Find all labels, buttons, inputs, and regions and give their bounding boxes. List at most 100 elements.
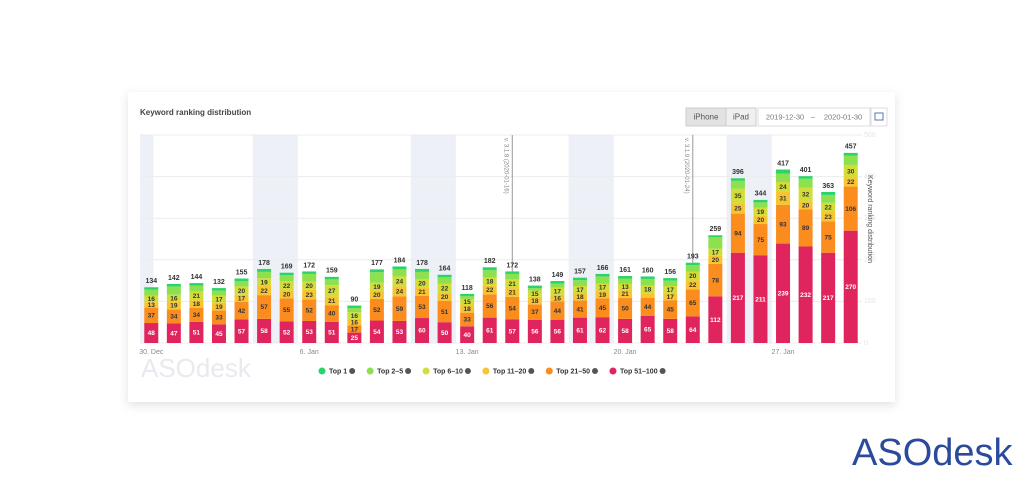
total-label: 144	[191, 274, 203, 281]
segment-label: 112	[710, 317, 721, 324]
segment-label: 25	[351, 335, 359, 342]
bar-segment	[595, 283, 610, 291]
bar-segment	[369, 282, 384, 291]
bar-segment	[821, 221, 836, 253]
segment-label: 47	[170, 330, 178, 337]
total-label: 149	[552, 272, 564, 279]
bar-segment	[753, 199, 768, 203]
bar-segment	[572, 280, 587, 287]
segment-label: 32	[802, 192, 810, 199]
segment-label: 23	[825, 214, 833, 221]
bar-segment	[550, 294, 565, 302]
bar-segment	[663, 280, 678, 287]
legend-marker	[545, 367, 553, 375]
segment-label: 18	[193, 301, 201, 308]
x-tick-label: 27. Jan	[772, 349, 795, 356]
segment-label: 44	[554, 308, 562, 315]
bar-segment	[189, 307, 204, 322]
bar-segment	[708, 237, 723, 249]
bar-segment	[257, 268, 272, 272]
bar-segment	[685, 271, 700, 281]
device-button-label[interactable]: iPad	[733, 113, 749, 122]
segment-label: 18	[531, 298, 539, 305]
bar-segment	[776, 182, 791, 192]
bar-segment	[572, 300, 587, 318]
bar-segment	[618, 289, 633, 299]
bar-segment	[392, 266, 407, 270]
segment-label: 20	[418, 280, 426, 287]
y-tick-label: 200	[864, 257, 876, 264]
device-button-label[interactable]: iPhone	[694, 113, 719, 122]
segment-label: 16	[351, 313, 359, 320]
bar-segment	[415, 271, 430, 279]
bar-segment	[685, 280, 700, 290]
segment-label: 22	[283, 283, 291, 290]
segment-label: 20	[283, 292, 291, 299]
segment-label: 21	[509, 290, 517, 297]
segment-label: 21	[418, 289, 426, 296]
legend-marker	[422, 367, 430, 375]
device-button[interactable]	[725, 107, 757, 127]
bar-segment	[279, 298, 294, 322]
bar-segment	[753, 215, 768, 225]
segment-label: 13	[148, 302, 156, 309]
bar-segment	[821, 191, 836, 195]
y-tick-label: 100	[864, 298, 876, 305]
segment-label: 37	[531, 309, 539, 316]
segment-label: 16	[554, 295, 562, 302]
bar-segment	[550, 319, 565, 343]
bar-segment	[392, 320, 407, 343]
bar-segment	[640, 278, 655, 286]
segment-label: 93	[779, 221, 787, 228]
bar-segment	[234, 301, 249, 320]
bar-segment	[324, 321, 339, 343]
bar-segment	[460, 305, 475, 313]
bar-segment	[505, 296, 520, 320]
bar-segment	[776, 204, 791, 244]
date-from[interactable]: 2019-12-30	[766, 112, 804, 121]
date-to[interactable]: 2020-01-30	[824, 112, 862, 121]
segment-label: 42	[238, 308, 246, 315]
segment-label: 17	[712, 249, 720, 256]
bar-segment	[595, 298, 610, 318]
segment-label: 25	[734, 206, 742, 213]
date-range[interactable]	[757, 107, 871, 127]
bar-segment	[144, 323, 159, 343]
segment-label: 51	[328, 330, 336, 337]
bar-segment	[640, 297, 655, 316]
segment-label: 51	[193, 330, 201, 337]
segment-label: 20	[712, 257, 720, 264]
bar-segment	[392, 296, 407, 321]
segment-label: 40	[328, 311, 336, 318]
bar-segment	[166, 301, 181, 310]
calendar-button[interactable]	[870, 107, 888, 127]
bar-segment	[595, 317, 610, 343]
bar-segment	[776, 173, 791, 183]
total-label: 193	[687, 254, 699, 261]
segment-label: 58	[621, 328, 629, 335]
bar-segment	[708, 263, 723, 297]
date-sep: –	[811, 112, 816, 121]
segment-label: 17	[215, 296, 223, 303]
bar-segment	[753, 255, 768, 343]
total-label: 259	[710, 226, 722, 233]
total-label: 169	[281, 264, 293, 271]
total-label: 157	[574, 269, 586, 276]
bar-segment	[257, 295, 272, 319]
segment-label: 18	[644, 287, 652, 294]
segment-label: 20	[689, 273, 697, 280]
watermark: ASOdesk	[141, 353, 252, 383]
help-icon	[528, 368, 535, 374]
segment-label: 58	[260, 328, 268, 335]
segment-label: 56	[531, 329, 539, 336]
bar-segment	[302, 289, 317, 300]
segment-label: 54	[509, 305, 517, 312]
total-label: 132	[213, 279, 225, 286]
segment-label: 15	[531, 291, 539, 298]
bar-segment	[279, 272, 294, 276]
segment-label: 52	[306, 307, 314, 314]
segment-label: 21	[509, 281, 517, 288]
bar-segment	[144, 287, 159, 290]
bar-segment	[663, 293, 678, 301]
segment-label: 19	[373, 284, 381, 291]
